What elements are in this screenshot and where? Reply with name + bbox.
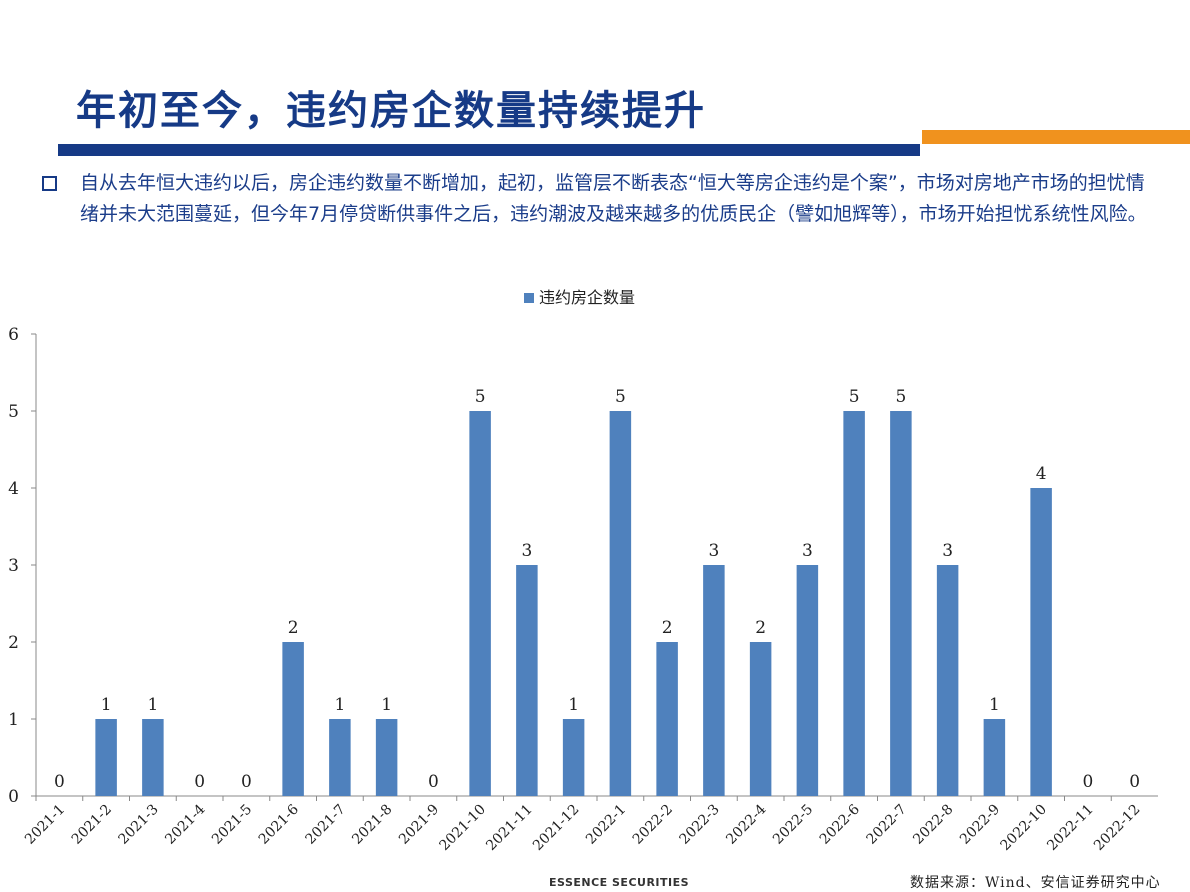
bar-2022-7 bbox=[890, 411, 912, 796]
bar-2022-10 bbox=[1030, 488, 1052, 796]
bar-2021-2 bbox=[95, 719, 117, 796]
bar-2022-3 bbox=[703, 565, 725, 796]
legend-swatch bbox=[524, 293, 534, 303]
data-label: 0 bbox=[194, 772, 205, 792]
x-tick-label: 2021-6 bbox=[256, 801, 302, 847]
x-tick-label: 2021-9 bbox=[396, 802, 442, 848]
data-label: 3 bbox=[521, 541, 532, 561]
footer-brand: ESSENCE SECURITIES bbox=[549, 876, 690, 889]
x-axis-tick-labels: 2021-1 2021-2 2021-3 2021-4 2021-5 2021-6 2021… bbox=[22, 801, 1143, 854]
chart-bars bbox=[95, 411, 1052, 796]
footer-source: 数据来源：Wind、安信证券研究中心 bbox=[910, 875, 1161, 891]
bar-2022-4 bbox=[749, 642, 772, 796]
x-tick-label: 2021-8 bbox=[349, 802, 395, 848]
data-label: 2 bbox=[288, 618, 299, 638]
data-label: 3 bbox=[708, 541, 719, 561]
intro-paragraph: 自从去年恒大违约以后，房企违约数量不断增加，起初，监管层不断表态“恒大等房企违约… bbox=[80, 172, 1147, 225]
chart-axes bbox=[31, 333, 1158, 801]
x-tick-label: 2021-3 bbox=[116, 802, 162, 848]
data-label: 5 bbox=[615, 387, 626, 407]
x-tick-label: 2021-2 bbox=[69, 802, 115, 848]
bar-2021-12 bbox=[562, 719, 585, 796]
y-axis-tick-labels: 0 1 2 3 4 5 6 bbox=[8, 325, 19, 807]
x-tick-label: 2022-1 bbox=[583, 802, 629, 848]
data-label: 0 bbox=[1082, 772, 1093, 792]
bar-2021-7 bbox=[329, 719, 351, 796]
data-label: 1 bbox=[989, 695, 1000, 715]
x-tick-label: 2022-4 bbox=[723, 801, 769, 847]
title-underline-orange bbox=[922, 130, 1190, 144]
bar-2021-10 bbox=[469, 411, 491, 796]
y-tick-label: 5 bbox=[8, 402, 19, 422]
x-tick-label: 2022-5 bbox=[770, 802, 816, 848]
x-tick-label: 2022-2 bbox=[630, 802, 676, 848]
bar-2022-1 bbox=[609, 411, 632, 796]
y-tick-label: 0 bbox=[8, 787, 19, 807]
data-label: 5 bbox=[849, 387, 860, 407]
y-tick-label: 4 bbox=[8, 479, 19, 499]
bar-2021-11 bbox=[516, 565, 538, 796]
data-label: 0 bbox=[1129, 772, 1140, 792]
data-label: 5 bbox=[475, 387, 486, 407]
x-tick-label: 2022-3 bbox=[677, 802, 723, 848]
y-tick-label: 3 bbox=[8, 556, 19, 576]
x-tick-label: 2021-7 bbox=[303, 802, 349, 848]
x-tick-label: 2022-11 bbox=[1044, 802, 1096, 854]
data-label: 4 bbox=[1036, 464, 1047, 484]
data-label: 0 bbox=[241, 772, 252, 792]
bullet-square-icon bbox=[42, 176, 57, 191]
data-label: 3 bbox=[942, 541, 953, 561]
bar-2022-2 bbox=[656, 642, 678, 796]
x-tick-label: 2022-8 bbox=[910, 802, 956, 848]
page-title: 年初至今，违约房企数量持续提升 bbox=[76, 88, 706, 134]
bar-2022-8 bbox=[936, 565, 959, 796]
x-tick-label: 2021-10 bbox=[436, 802, 488, 854]
data-label: 1 bbox=[147, 695, 158, 715]
bar-2022-9 bbox=[983, 719, 1006, 796]
bar-2021-3 bbox=[142, 719, 164, 796]
chart-legend: 违约房企数量 bbox=[524, 288, 635, 307]
bar-2022-6 bbox=[843, 411, 865, 796]
data-label: 2 bbox=[755, 618, 766, 638]
data-label: 2 bbox=[662, 618, 673, 638]
bar-2021-8 bbox=[375, 719, 398, 796]
legend-label: 违约房企数量 bbox=[539, 288, 635, 307]
data-label: 1 bbox=[381, 695, 392, 715]
data-label: 1 bbox=[101, 695, 112, 715]
x-tick-label: 2021-4 bbox=[162, 801, 208, 847]
x-tick-label: 2022-12 bbox=[1091, 802, 1143, 854]
title-underline-navy bbox=[58, 144, 920, 156]
x-tick-label: 2022-7 bbox=[864, 802, 910, 848]
data-label: 1 bbox=[568, 695, 579, 715]
data-label: 5 bbox=[895, 387, 906, 407]
x-tick-label: 2021-11 bbox=[483, 802, 535, 854]
data-label: 3 bbox=[802, 541, 813, 561]
bar-2021-6 bbox=[282, 642, 304, 796]
x-tick-label: 2021-12 bbox=[530, 802, 582, 854]
x-tick-label: 2022-10 bbox=[997, 802, 1049, 854]
x-tick-label: 2021-5 bbox=[209, 802, 255, 848]
y-tick-label: 6 bbox=[8, 325, 19, 345]
chart-data-labels: 0 1 1 0 0 2 1 1 0 5 3 1 5 2 3 2 3 5 5 3 1 4 0 0 bbox=[54, 387, 1140, 792]
x-tick-label: 2022-6 bbox=[817, 801, 863, 847]
x-tick-label: 2022-9 bbox=[957, 802, 1003, 848]
y-tick-label: 1 bbox=[8, 710, 19, 730]
y-tick-label: 2 bbox=[8, 633, 19, 653]
bar-2022-5 bbox=[796, 565, 819, 796]
data-label: 0 bbox=[428, 772, 439, 792]
data-label: 0 bbox=[54, 772, 65, 792]
data-label: 1 bbox=[334, 695, 345, 715]
x-tick-label: 2021-1 bbox=[22, 802, 68, 848]
